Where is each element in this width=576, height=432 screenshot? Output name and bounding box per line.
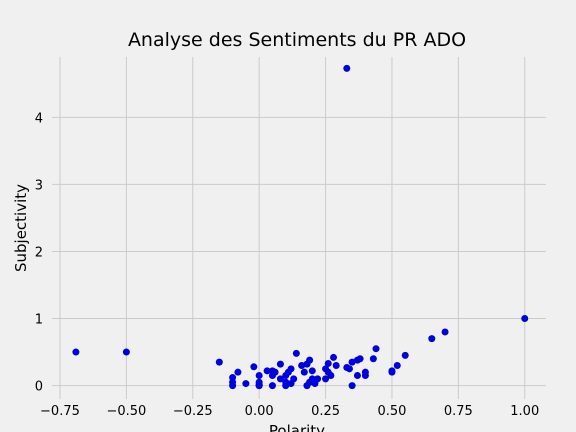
y-tick-label: 1	[35, 313, 43, 328]
data-point	[332, 361, 340, 369]
chart-title: Analyse des Sentiments du PR ADO	[128, 29, 466, 51]
data-point	[343, 64, 351, 72]
data-point	[215, 358, 223, 366]
data-point	[276, 375, 284, 383]
data-point	[393, 361, 401, 369]
x-tick-label: −0.75	[40, 404, 80, 419]
data-point	[298, 361, 306, 369]
x-tick-label: −0.50	[106, 404, 146, 419]
data-points	[72, 64, 529, 390]
data-point	[72, 348, 80, 356]
data-point	[428, 335, 436, 343]
data-point	[401, 351, 409, 359]
data-point	[263, 367, 271, 375]
data-point	[250, 363, 258, 371]
data-point	[314, 375, 322, 383]
data-point	[234, 368, 242, 376]
data-point	[229, 382, 237, 390]
data-point	[372, 345, 380, 353]
data-point	[242, 380, 250, 388]
data-point	[290, 375, 298, 383]
data-point	[300, 368, 308, 376]
data-point	[268, 382, 276, 390]
y-tick-label: 3	[35, 178, 43, 193]
x-tick-label: 1.00	[510, 404, 539, 419]
data-point	[287, 365, 295, 373]
x-tick-labels: −0.75 −0.50 −0.25 0.00 0.25 0.50 0.75 1.00	[40, 404, 539, 419]
data-point	[276, 360, 284, 368]
data-point	[292, 349, 300, 357]
data-point	[282, 378, 290, 386]
data-point	[348, 382, 356, 390]
x-axis-label: Polarity	[269, 422, 325, 432]
data-point	[122, 348, 130, 356]
data-point	[441, 328, 449, 336]
data-point	[327, 372, 335, 380]
data-point	[369, 355, 377, 363]
x-tick-label: 0.25	[311, 404, 340, 419]
data-point	[348, 358, 356, 366]
y-tick-label: 0	[35, 380, 43, 395]
data-point	[361, 368, 369, 376]
y-tick-label: 4	[35, 111, 43, 126]
y-axis-label: Subjectivity	[12, 184, 30, 272]
data-point	[306, 356, 314, 364]
data-point	[255, 378, 263, 386]
data-point	[322, 375, 330, 383]
y-tick-labels: 0 1 2 3 4	[35, 111, 43, 394]
data-point	[271, 368, 279, 376]
data-point	[345, 365, 353, 373]
x-tick-label: 0.75	[444, 404, 473, 419]
data-point	[521, 315, 529, 323]
y-tick-label: 2	[35, 245, 43, 260]
data-point	[308, 367, 316, 375]
x-tick-label: 0.50	[377, 404, 406, 419]
data-point	[353, 372, 361, 380]
x-tick-label: 0.00	[245, 404, 274, 419]
data-point	[255, 372, 263, 380]
data-point	[330, 353, 338, 361]
data-point	[356, 355, 364, 363]
data-point	[388, 367, 396, 375]
x-tick-label: −0.25	[173, 404, 213, 419]
grid	[52, 57, 546, 399]
data-point	[324, 359, 332, 367]
